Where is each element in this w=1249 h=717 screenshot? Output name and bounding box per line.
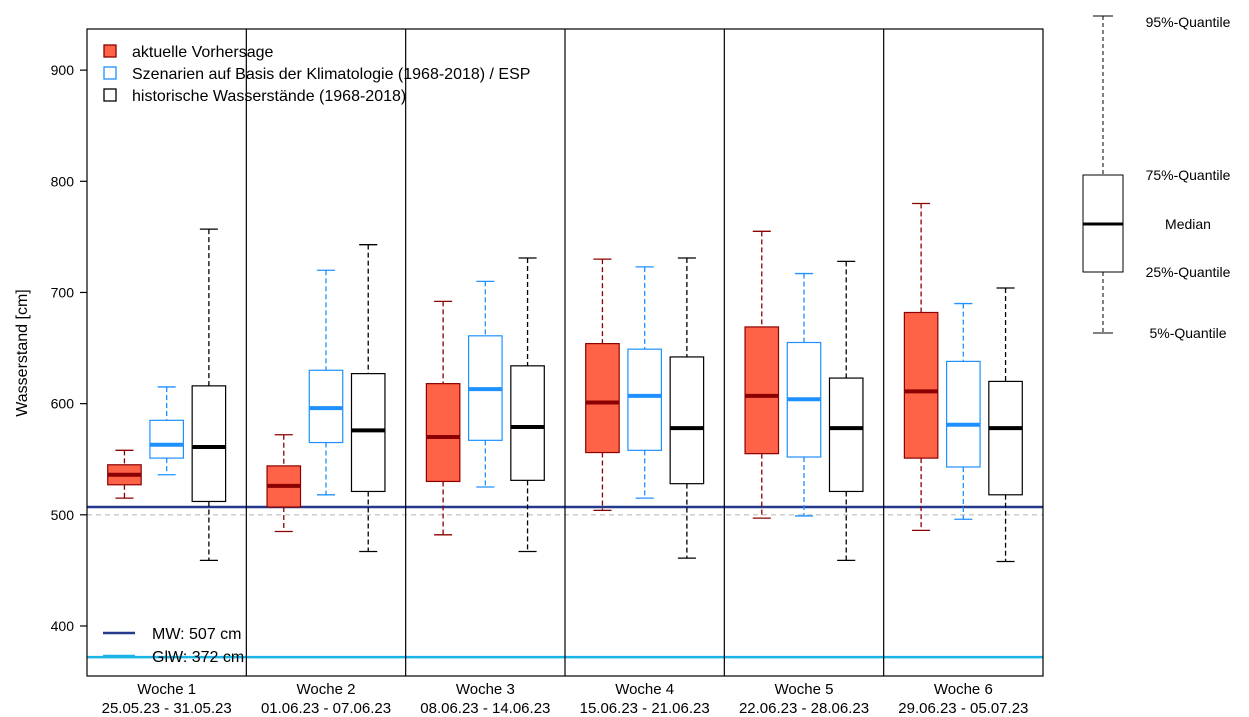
y-tick-label: 600 bbox=[51, 396, 75, 412]
key-label-q95: 95%-Quantile bbox=[1146, 14, 1231, 30]
y-tick-label: 900 bbox=[51, 62, 75, 78]
reference-legend-label: GlW: 372 cm bbox=[152, 649, 244, 666]
y-tick-label: 800 bbox=[51, 173, 75, 189]
legend-swatch bbox=[103, 66, 117, 80]
y-axis-label: Wasserstand [cm] bbox=[14, 289, 31, 416]
y-tick-label: 700 bbox=[51, 284, 75, 300]
box bbox=[669, 356, 705, 485]
x-tick-label-week: Woche 4 bbox=[615, 681, 674, 698]
boxes-layer bbox=[107, 202, 1023, 563]
x-tick-label-week: Woche 5 bbox=[775, 681, 834, 698]
y-tick-label: 400 bbox=[51, 618, 75, 634]
x-tick-label-dates: 01.06.23 - 07.06.23 bbox=[261, 700, 391, 717]
box bbox=[149, 419, 184, 459]
quantile-key: 95%-Quantile 75%-Quantile Median 25%-Quanti… bbox=[1082, 14, 1231, 341]
x-tick-label-dates: 15.06.23 - 21.06.23 bbox=[580, 700, 710, 717]
box bbox=[510, 365, 545, 481]
box bbox=[585, 343, 620, 454]
x-tick-label-week: Woche 1 bbox=[137, 681, 196, 698]
key-label-q05: 5%-Quantile bbox=[1149, 325, 1226, 341]
x-tick-label-week: Woche 6 bbox=[934, 681, 993, 698]
y-tick-label: 500 bbox=[51, 507, 75, 523]
legend-swatch bbox=[103, 88, 117, 102]
axes-layer: Wasserstand [cm] 400 500 600 700 800 900 Woche… bbox=[14, 62, 1028, 717]
box bbox=[425, 383, 461, 483]
legend-swatch bbox=[103, 44, 117, 58]
key-label-q75: 75%-Quantile bbox=[1146, 167, 1231, 183]
box bbox=[828, 377, 864, 493]
box bbox=[350, 373, 386, 493]
box bbox=[191, 385, 227, 503]
reference-legend-label: MW: 507 cm bbox=[152, 626, 242, 643]
legend: aktuelle Vorhersage Szenarien auf Basis d… bbox=[103, 44, 530, 666]
box bbox=[946, 360, 981, 468]
x-tick-label-dates: 25.05.23 - 31.05.23 bbox=[102, 700, 232, 717]
x-tick-label-dates: 29.06.23 - 05.07.23 bbox=[898, 700, 1028, 717]
x-tick-label-dates: 08.06.23 - 14.06.23 bbox=[420, 700, 550, 717]
x-tick-label-dates: 22.06.23 - 28.06.23 bbox=[739, 700, 869, 717]
legend-entry-label: historische Wasserstände (1968-2018) bbox=[132, 88, 406, 105]
legend-entry-label: aktuelle Vorhersage bbox=[132, 44, 274, 61]
frame-layer bbox=[86, 28, 1044, 677]
x-tick-label-week: Woche 3 bbox=[456, 681, 515, 698]
key-label-q25: 25%-Quantile bbox=[1146, 264, 1231, 280]
box bbox=[988, 380, 1023, 496]
box bbox=[744, 326, 780, 455]
legend-entry-label: Szenarien auf Basis der Klimatologie (19… bbox=[132, 66, 530, 83]
box bbox=[903, 311, 939, 459]
box bbox=[627, 348, 662, 451]
x-tick-label-week: Woche 2 bbox=[297, 681, 356, 698]
key-label-median: Median bbox=[1165, 216, 1211, 232]
